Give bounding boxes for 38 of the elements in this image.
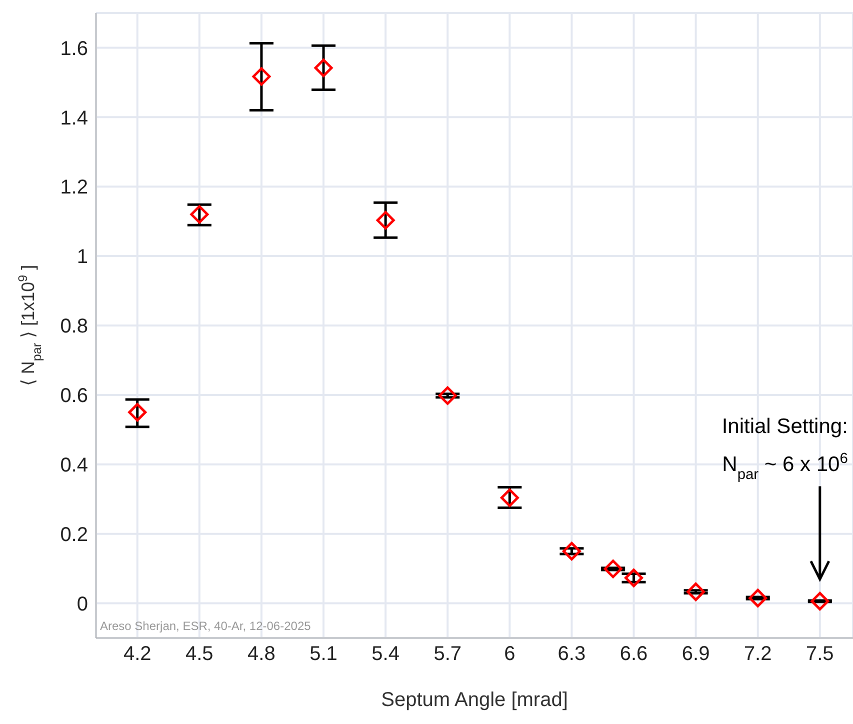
x-tick-label: 4.8 xyxy=(248,643,276,666)
point xyxy=(314,58,333,78)
y-tick-label: 1.4 xyxy=(60,107,88,130)
annotation: N$_{par}$ ~ 6 x 10$^{6}$ xyxy=(722,451,848,484)
point xyxy=(686,582,706,602)
point xyxy=(128,403,147,422)
y-tick-label: 0.8 xyxy=(60,316,88,338)
x-axis-title: Septum Angle [mrad] xyxy=(381,689,568,711)
point xyxy=(624,568,644,588)
x-tick-label: 7.2 xyxy=(744,643,772,666)
point xyxy=(604,560,622,578)
x-tick-label: 5.7 xyxy=(434,643,462,666)
point xyxy=(438,386,457,405)
x-tick-label: 5.1 xyxy=(310,643,338,666)
x-tick-label: 4.5 xyxy=(186,643,214,666)
x-tick-label: 5.4 xyxy=(372,643,400,666)
y-tick-label: 0.6 xyxy=(60,385,88,408)
annotation: Areso Sherjan, ESR, 40-Ar, 12-06-2025 xyxy=(100,619,312,633)
x-tick-label: 7.5 xyxy=(806,643,834,666)
x-tick-label: 6.3 xyxy=(558,643,586,666)
y-tick-label: 1.2 xyxy=(60,176,88,199)
x-tick-label: 6 xyxy=(504,643,516,666)
x-tick-label: 4.2 xyxy=(123,643,152,666)
annotation: Initial Setting: xyxy=(722,415,848,438)
y-tick-label: 1.6 xyxy=(60,38,88,60)
point xyxy=(810,592,830,610)
point xyxy=(562,542,581,560)
x-tick-label: 6.9 xyxy=(682,643,710,666)
point xyxy=(376,211,395,230)
y-tick-label: 1 xyxy=(76,246,88,268)
y-tick-label: 0.2 xyxy=(60,524,88,546)
point xyxy=(500,488,519,507)
point xyxy=(190,205,209,224)
y-tick-label: 0.4 xyxy=(60,454,88,476)
point xyxy=(252,67,271,86)
point xyxy=(748,588,768,608)
y-tick-label: 0 xyxy=(76,593,88,616)
x-tick-label: 6.6 xyxy=(620,643,648,666)
